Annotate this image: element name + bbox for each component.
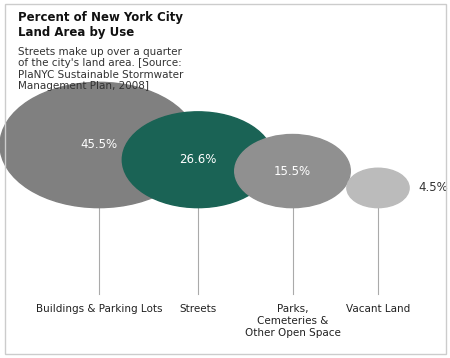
Ellipse shape [0, 82, 198, 208]
Text: Percent of New York City
Land Area by Use: Percent of New York City Land Area by Us… [18, 11, 183, 39]
Text: Vacant Land: Vacant Land [346, 304, 410, 314]
Ellipse shape [235, 135, 350, 208]
Text: 15.5%: 15.5% [274, 165, 311, 178]
Text: Buildings & Parking Lots: Buildings & Parking Lots [36, 304, 162, 314]
Text: 45.5%: 45.5% [81, 139, 117, 151]
Ellipse shape [347, 168, 409, 208]
Text: Streets: Streets [180, 304, 216, 314]
Text: 4.5%: 4.5% [418, 182, 448, 194]
Text: Streets make up over a quarter
of the city's land area. [Source:
PlaNYC Sustaina: Streets make up over a quarter of the ci… [18, 47, 184, 91]
Text: Parks,
Cemeteries &
Other Open Space: Parks, Cemeteries & Other Open Space [244, 304, 341, 338]
Ellipse shape [122, 112, 274, 208]
Text: 26.6%: 26.6% [179, 153, 217, 166]
